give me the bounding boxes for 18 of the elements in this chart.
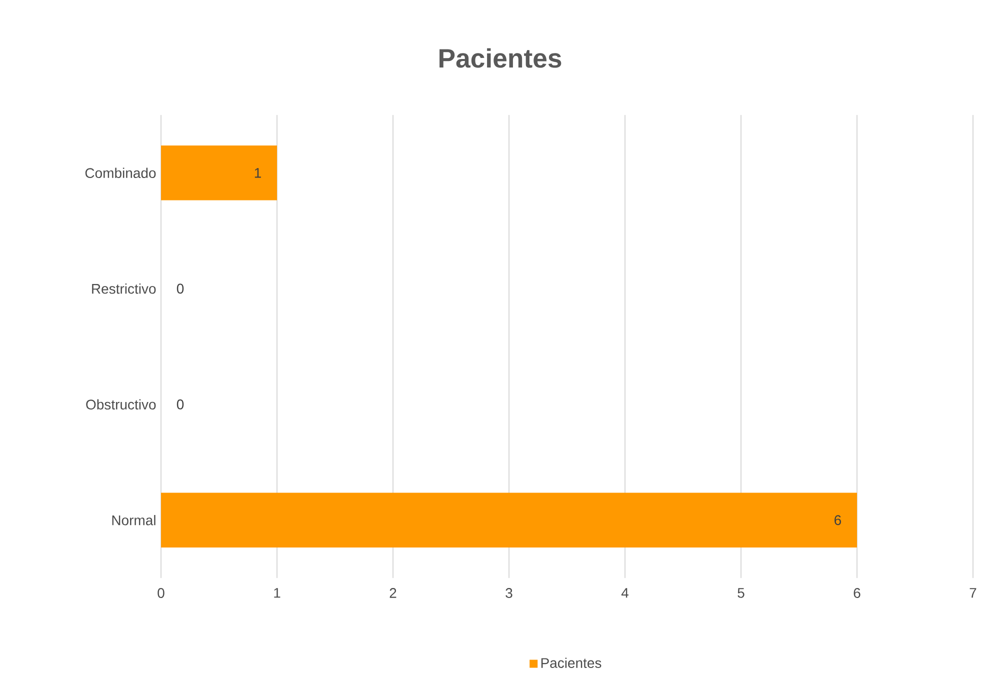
data-label: 0 [176, 284, 184, 294]
y-tick-label: Normal [112, 514, 156, 526]
x-tick-label: 6 [854, 588, 860, 598]
y-tick-label: Combinado [85, 168, 156, 178]
x-tick-label: 7 [970, 588, 976, 598]
x-tick-label: 0 [158, 588, 164, 598]
data-label: 6 [834, 515, 842, 526]
chart-title: Pacientes [440, 48, 562, 68]
x-tick-label: 4 [621, 588, 628, 598]
y-tick-label: Obstructivo [86, 399, 156, 410]
y-tick-label: Restrictivo [92, 283, 156, 294]
x-tick-label: 1 [274, 588, 280, 598]
legend-label: Pacientes [541, 658, 602, 668]
x-tick-label: 3 [506, 588, 512, 598]
x-tick-label: 2 [390, 588, 396, 598]
data-label: 0 [176, 399, 184, 410]
data-label: 1 [254, 168, 261, 178]
x-tick-label: 5 [738, 588, 744, 598]
